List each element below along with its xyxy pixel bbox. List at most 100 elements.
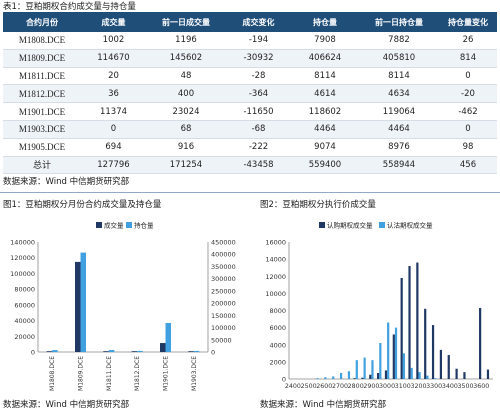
bar-call-volume [392, 334, 395, 379]
y-tick-label-left: 60000 [14, 301, 35, 309]
table-cell: 26 [439, 32, 497, 50]
table-caption: 表1：豆粕期权合约成交量与持仓量 [3, 2, 136, 12]
legend-label-call: 认购期权成交量 [327, 221, 373, 230]
bar-call-volume [384, 370, 388, 379]
table-header-cell: 前一日成交量 [146, 12, 226, 32]
table-cell: 8976 [359, 138, 439, 157]
row-label: M1901.DCE [3, 102, 81, 121]
x-tick-label: 2600 [316, 383, 332, 390]
y-tick-label-left: 100000 [10, 270, 35, 278]
table-header-row: 合约月份 成交量 前一日成交量 成交变化 持仓量 前一日持仓量 持仓量变化 [3, 12, 497, 32]
table-cell: 118602 [291, 102, 359, 121]
bar-put-volume [402, 353, 405, 379]
bar-put-volume [332, 376, 335, 379]
bar-put-volume [387, 322, 390, 379]
bar-put-volume [418, 372, 421, 379]
y-tick-label-right: 400000 [211, 251, 236, 259]
y-tick-label-right: 50000 [211, 336, 232, 344]
table-cell: 98 [439, 138, 497, 157]
table-header-cell: 合约月份 [3, 12, 81, 32]
chart2-source: 数据来源：Wind 中信期货研究部 [260, 400, 387, 410]
bar-volume [46, 351, 53, 352]
table-row: M1808.DCE 1002 1196 -194 7908 7882 26 [3, 32, 497, 50]
table-cell: 7908 [291, 32, 359, 50]
x-tick-label: 2800 [348, 383, 364, 390]
table-cell: 20 [81, 67, 146, 86]
table-cell: 7882 [359, 32, 439, 50]
y-tick-label-right: 250000 [211, 287, 236, 295]
row-label: M1905.DCE [3, 138, 81, 157]
bar-open-interest [108, 350, 115, 352]
legend-swatch-call [319, 222, 325, 228]
x-tick-label: 2900 [363, 383, 379, 390]
table-cell: 1196 [146, 32, 226, 50]
y-tick-label-left: 0 [31, 349, 35, 357]
y-tick-label: 16000 [265, 239, 286, 247]
bar-volume [188, 351, 194, 352]
table-header-cell: 持仓量 [291, 12, 359, 32]
table-cell: -462 [439, 102, 497, 121]
bar-call-volume [369, 374, 372, 379]
row-label: 总计 [3, 156, 81, 175]
table-cell: 68 [146, 120, 226, 139]
table-cell: 694 [81, 138, 146, 157]
bar-put-volume [347, 371, 351, 379]
table-header-cell: 成交变化 [226, 12, 291, 32]
bar-call-volume [486, 369, 490, 379]
chart2-strike-volume: 0 2000 4000 6000 8000 10000 12000 14000 16000 240… [265, 221, 493, 390]
x-tick-label: 2400 [285, 383, 301, 390]
table-header-cell: 成交量 [81, 12, 146, 32]
y-tick-label-left: 120000 [10, 254, 35, 262]
table-cell: 4614 [291, 84, 359, 104]
y-tick-label-left: 80000 [14, 286, 35, 294]
bar-put-volume [340, 373, 343, 379]
y-tick-label-right: 450000 [211, 239, 236, 247]
bar-put-volume [371, 360, 374, 379]
x-tick-label: 3300 [426, 383, 442, 390]
bar-put-volume [379, 343, 382, 379]
y-tick-label-right: 350000 [211, 263, 236, 271]
row-label: M1812.DCE [3, 84, 81, 104]
bar-call-volume [455, 368, 458, 379]
legend-label-volume: 成交量 [104, 221, 124, 230]
x-tick-label: 3600 [473, 383, 489, 390]
bar-put-volume [426, 375, 429, 379]
y-tick-label-right: 200000 [211, 300, 236, 308]
y-tick-label: 0 [282, 376, 286, 384]
table-row: M1903.DCE 0 68 -68 4464 4464 0 [3, 120, 497, 139]
table-cell: 916 [146, 138, 226, 157]
y-tick-label: 14000 [265, 256, 286, 264]
x-tick-label: M1811.DCE [106, 356, 113, 391]
bar-call-volume [424, 308, 427, 379]
table-cell: 406624 [291, 49, 359, 68]
bar-put-volume [355, 360, 358, 379]
table-cell: -11650 [226, 102, 291, 121]
bar-call-volume [353, 378, 356, 379]
y-tick-label-right: 0 [211, 349, 215, 357]
chart2-caption: 图2：豆粕期权分执行价成交量 [260, 200, 376, 210]
table-cell: -20 [439, 84, 497, 104]
bar-open-interest [193, 350, 200, 352]
table-cell: 559400 [291, 156, 359, 175]
table-cell: -222 [226, 138, 291, 157]
bar-call-volume [479, 307, 482, 379]
x-tick-label: 3100 [395, 383, 411, 390]
table-cell: -30932 [226, 49, 291, 68]
y-tick-label-left: 40000 [14, 317, 35, 325]
table-cell: 48 [146, 67, 226, 86]
table-row: 总计 127796 171254 -43458 559400 558944 456 [3, 156, 497, 175]
y-tick-label: 12000 [265, 273, 286, 281]
bar-call-volume [361, 377, 364, 379]
table-cell: 171254 [146, 156, 226, 175]
bar-call-volume [431, 325, 435, 379]
x-tick-label: 3400 [442, 383, 458, 390]
y-tick-label: 6000 [269, 324, 286, 332]
y-tick-label: 8000 [269, 307, 286, 315]
bar-put-volume [316, 378, 319, 379]
table-cell: 0 [439, 67, 497, 86]
table-cell: 8114 [291, 67, 359, 86]
table-cell: -364 [226, 84, 291, 104]
table-row: M1811.DCE 20 48 -28 8114 8114 0 [3, 67, 497, 86]
table-cell: 11374 [81, 102, 146, 121]
x-tick-label: M1901.DCE [163, 356, 170, 391]
